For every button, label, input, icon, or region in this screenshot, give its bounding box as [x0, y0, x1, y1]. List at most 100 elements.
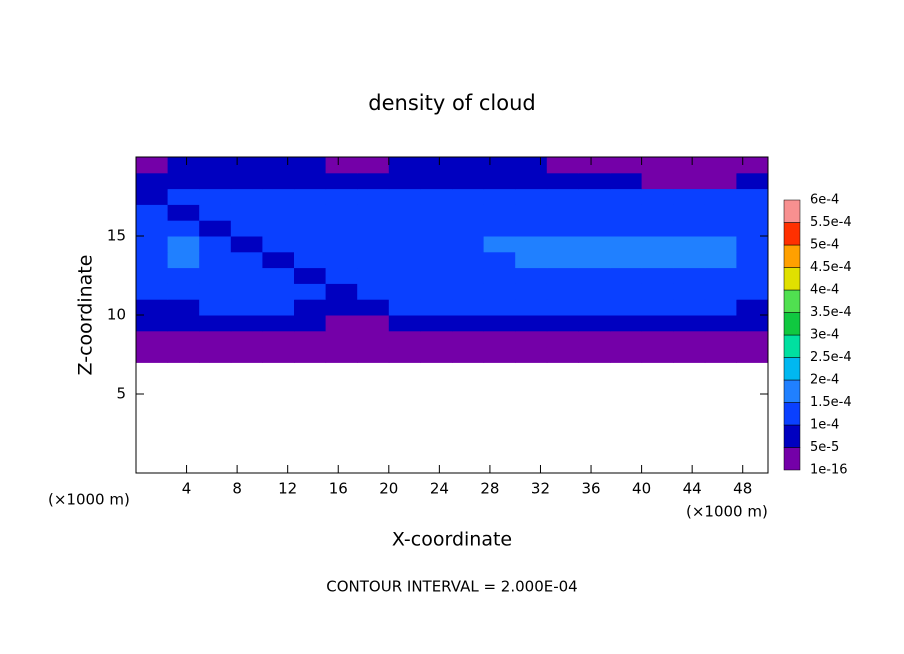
cell: [736, 236, 768, 253]
cell: [704, 315, 737, 332]
cell: [578, 315, 611, 332]
cell: [167, 267, 200, 284]
cell: [483, 267, 516, 284]
cell: [736, 157, 768, 174]
cell: [262, 157, 295, 174]
cell: [262, 283, 295, 300]
colorbar-bin: [783, 222, 801, 246]
cell: [136, 267, 169, 284]
x-tick-label: 28: [480, 480, 499, 498]
cell: [578, 172, 611, 190]
cell: [262, 315, 295, 332]
cell: [704, 204, 737, 221]
cell: [357, 172, 390, 190]
cell: [199, 346, 232, 363]
cell: [199, 267, 232, 284]
cell: [578, 330, 611, 348]
cell: [420, 251, 453, 269]
cell: [483, 188, 516, 205]
cell: [578, 188, 611, 205]
cell: [515, 346, 548, 363]
cell: [610, 299, 643, 316]
cell: [325, 220, 358, 237]
x-tick-label: 4: [182, 480, 192, 498]
cell: [578, 204, 611, 221]
cell: [673, 157, 706, 174]
cell: [546, 172, 579, 190]
cell: [357, 204, 390, 221]
colorbar-bin: [783, 357, 801, 381]
cell: [673, 188, 706, 205]
cell: [736, 346, 768, 363]
cell: [136, 220, 169, 237]
cell: [262, 172, 295, 190]
x-tick-label: 12: [278, 480, 297, 498]
cell: [199, 315, 232, 332]
cell: [736, 283, 768, 300]
cell: [167, 283, 200, 300]
cell: [546, 188, 579, 205]
cell: [262, 188, 295, 205]
y-tick-label: 15: [107, 227, 126, 245]
cell: [167, 157, 200, 174]
cell: [610, 346, 643, 363]
cell: [199, 251, 232, 269]
cell: [673, 315, 706, 332]
y-axis-label: Z-coordinate: [75, 255, 97, 376]
cell: [546, 299, 579, 316]
cell: [136, 236, 169, 253]
cell: [167, 220, 200, 237]
colorbar-label: 3e-4: [810, 328, 839, 343]
cell: [325, 188, 358, 205]
cell: [483, 236, 516, 253]
cell: [452, 251, 485, 269]
cell: [736, 188, 768, 205]
cell: [736, 267, 768, 284]
cell: [483, 220, 516, 237]
cell: [515, 204, 548, 221]
cell: [673, 236, 706, 253]
cell: [452, 283, 485, 300]
cell: [388, 283, 421, 300]
cell: [230, 267, 263, 284]
cell: [673, 204, 706, 221]
cell: [136, 346, 169, 363]
cell: [515, 315, 548, 332]
cell: [452, 188, 485, 205]
colorbar-bin: [783, 289, 801, 313]
x-tick-label: 32: [531, 480, 550, 498]
colorbar-label: 1e-16: [810, 463, 848, 478]
cell: [199, 157, 232, 174]
cell: [325, 267, 358, 284]
y-tick-label: 5: [116, 385, 126, 403]
cell: [199, 172, 232, 190]
cell: [704, 267, 737, 284]
cell: [167, 236, 200, 253]
cell: [420, 267, 453, 284]
cell: [230, 220, 263, 237]
cell: [325, 299, 358, 316]
cell: [673, 299, 706, 316]
cell: [325, 315, 358, 332]
x-tick-label: 24: [430, 480, 449, 498]
colorbar-label: 1e-4: [810, 418, 839, 433]
cell: [136, 315, 169, 332]
cell: [704, 346, 737, 363]
cell: [736, 251, 768, 269]
cell: [167, 172, 200, 190]
cell: [294, 157, 327, 174]
cell: [673, 172, 706, 190]
cell: [578, 220, 611, 237]
cell: [578, 251, 611, 269]
x-tick-label: 16: [329, 480, 348, 498]
chart-title: density of cloud: [368, 91, 535, 115]
colorbar-label: 2.5e-4: [810, 350, 852, 365]
cell: [388, 299, 421, 316]
cell: [230, 315, 263, 332]
cell: [610, 251, 643, 269]
cell: [420, 236, 453, 253]
cell: [388, 267, 421, 284]
cell: [736, 172, 768, 190]
cell: [167, 188, 200, 205]
contour-note: CONTOUR INTERVAL = 2.000E-04: [326, 578, 577, 596]
